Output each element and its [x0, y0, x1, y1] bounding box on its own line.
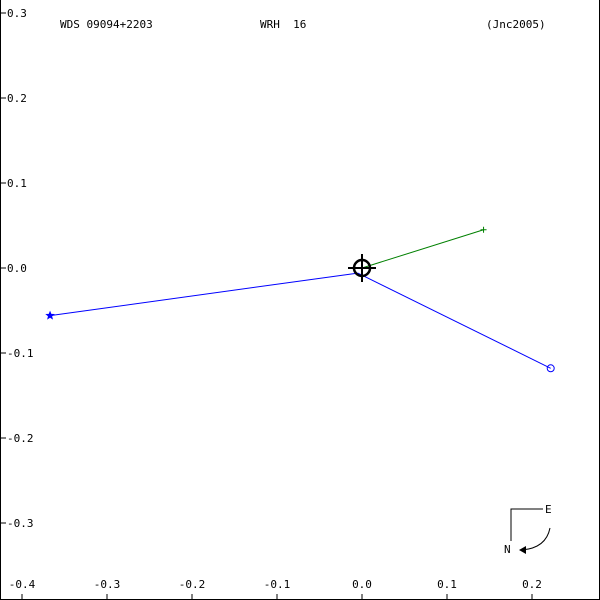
x-tick-label: -0.3 — [94, 578, 121, 591]
y-tick-label: -0.3 — [7, 517, 34, 530]
x-tick-label: 0.0 — [352, 578, 372, 591]
measurement-line — [361, 229, 484, 269]
compass-arrowhead — [519, 546, 526, 554]
x-tick-label: 0.2 — [522, 578, 542, 591]
y-tick-label: -0.1 — [7, 347, 34, 360]
y-tick-label: 0.3 — [7, 7, 27, 20]
series-layer — [45, 226, 555, 373]
y-tick-label: 0.0 — [7, 262, 27, 275]
reference-label: (Jnc2005) — [486, 18, 546, 31]
axis-ticks: -0.4 -0.3 -0.2 -0.1 0.0 0.1 0.2 0.3 0.2 0.1 0.0 -0.… — [0, 7, 542, 600]
discoverer-label: WRH 16 — [260, 18, 306, 31]
wds-id-label: WDS 09094+2203 — [60, 18, 153, 31]
measurement-line — [357, 272, 551, 369]
x-tick-label: -0.1 — [264, 578, 291, 591]
circle-marker — [546, 364, 555, 373]
compass-axes — [510, 508, 543, 541]
y-tick-label: 0.2 — [7, 92, 27, 105]
compass-rose: E N — [504, 503, 552, 556]
compass-north-label: N — [504, 543, 511, 556]
primary-star-layer — [348, 254, 376, 282]
x-tick-label: 0.1 — [437, 578, 457, 591]
x-tick-label: -0.2 — [179, 578, 206, 591]
y-tick-label: 0.1 — [7, 177, 27, 190]
measurement-line — [49, 272, 358, 317]
compass-east-label: E — [545, 503, 552, 516]
star-marker — [45, 310, 55, 320]
y-tick-label: -0.2 — [7, 432, 34, 445]
x-tick-label: -0.4 — [9, 578, 36, 591]
